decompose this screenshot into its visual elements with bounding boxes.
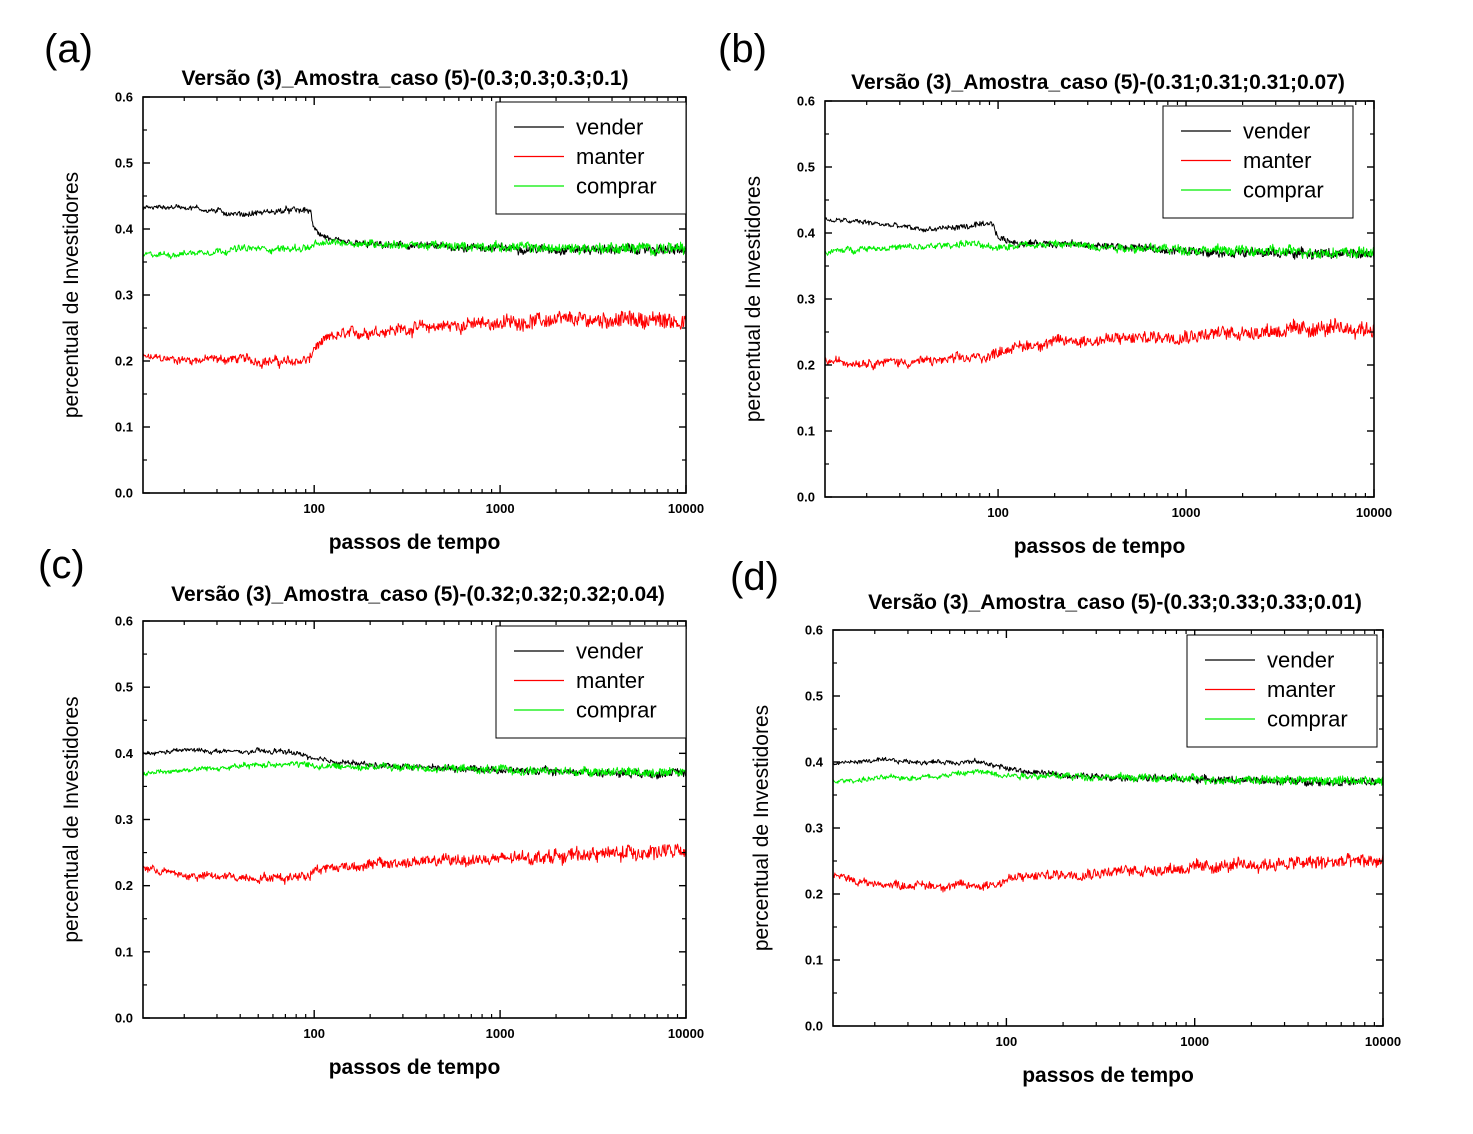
y-tick-label: 0.1 — [115, 420, 133, 435]
series-group — [143, 204, 686, 369]
y-tick-label: 0.0 — [115, 486, 133, 501]
y-tick-label: 0.6 — [805, 623, 823, 638]
y-tick-label: 0.5 — [797, 160, 815, 175]
legend-label: manter — [576, 144, 644, 169]
x-tick-label: 1000 — [1180, 1034, 1209, 1049]
y-tick-label: 0.4 — [797, 226, 816, 241]
panel-label: (c) — [38, 543, 85, 587]
legend-label: vender — [1267, 648, 1334, 673]
chart-title: Versão (3)_Amostra_caso (5)-(0.32;0.32;0… — [171, 583, 665, 606]
y-tick-label: 0.5 — [115, 156, 133, 171]
chart-panel: (a) Versão (3)_Amostra_caso (5)-(0.3;0.3;… — [44, 27, 704, 554]
legend-label: manter — [1243, 148, 1311, 173]
panel-label: (b) — [718, 27, 767, 71]
y-tick-label: 0.1 — [115, 944, 133, 959]
x-axis-title: passos de tempo — [1014, 535, 1186, 558]
y-tick-label: 0.3 — [797, 292, 815, 307]
y-tick-label: 0.2 — [115, 354, 133, 369]
legend-label: manter — [576, 668, 644, 693]
series-line-comprar — [825, 239, 1374, 259]
y-axis-title: percentual de Investidores — [60, 172, 83, 418]
x-tick-label: 100 — [303, 501, 325, 516]
series-line-manter — [833, 853, 1383, 893]
x-tick-label: 10000 — [668, 501, 704, 516]
x-tick-label: 100 — [996, 1034, 1018, 1049]
legend-label: comprar — [1243, 178, 1324, 203]
legend-box — [1186, 634, 1378, 748]
y-tick-label: 0.2 — [115, 878, 133, 893]
legend: vender manter comprar — [495, 625, 687, 739]
y-tick-label: 0.3 — [805, 821, 823, 836]
y-tick-label: 0.0 — [797, 490, 815, 505]
legend: vender manter comprar — [1186, 634, 1378, 748]
x-tick-label: 10000 — [1356, 505, 1392, 520]
series-line-comprar — [833, 768, 1383, 787]
series-group — [143, 747, 686, 885]
legend-box — [1162, 105, 1354, 219]
x-tick-label: 10000 — [668, 1026, 704, 1041]
legend: vender manter comprar — [1162, 105, 1354, 219]
panel-label: (d) — [730, 555, 779, 599]
y-tick-label: 0.1 — [797, 424, 815, 439]
series-group — [825, 217, 1374, 371]
x-axis-title: passos de tempo — [329, 531, 501, 554]
chart-title: Versão (3)_Amostra_caso (5)-(0.33;0.33;0… — [868, 591, 1362, 614]
y-axis-title: percentual de Investidores — [750, 705, 773, 951]
chart-panel: (b) Versão (3)_Amostra_caso (5)-(0.31;0.3… — [718, 27, 1392, 558]
chart-title: Versão (3)_Amostra_caso (5)-(0.3;0.3;0.3… — [181, 67, 628, 90]
legend-label: manter — [1267, 677, 1335, 702]
y-tick-label: 0.4 — [805, 755, 824, 770]
y-axis-title: percentual de Investidores — [742, 176, 765, 422]
y-tick-label: 0.2 — [797, 358, 815, 373]
legend-box — [495, 625, 687, 739]
series-line-vender — [833, 756, 1383, 787]
legend-box — [495, 101, 687, 215]
chart-title: Versão (3)_Amostra_caso (5)-(0.31;0.31;0… — [851, 71, 1345, 94]
panel-label: (a) — [44, 27, 93, 71]
y-tick-label: 0.5 — [805, 689, 823, 704]
x-tick-label: 1000 — [486, 501, 515, 516]
series-line-comprar — [143, 238, 686, 260]
y-tick-label: 0.6 — [115, 90, 133, 105]
series-group — [833, 756, 1383, 893]
x-axis-title: passos de tempo — [1022, 1064, 1194, 1087]
y-tick-label: 0.4 — [115, 222, 134, 237]
y-tick-label: 0.0 — [115, 1011, 133, 1026]
y-tick-label: 0.6 — [797, 94, 815, 109]
y-tick-label: 0.2 — [805, 887, 823, 902]
legend-label: comprar — [1267, 707, 1348, 732]
x-tick-label: 1000 — [486, 1026, 515, 1041]
legend: vender manter comprar — [495, 101, 687, 215]
legend-label: comprar — [576, 174, 657, 199]
y-tick-label: 0.1 — [805, 953, 823, 968]
x-tick-label: 100 — [303, 1026, 325, 1041]
x-axis-title: passos de tempo — [329, 1056, 501, 1079]
y-axis-title: percentual de Investidores — [60, 696, 83, 942]
legend-label: comprar — [576, 698, 657, 723]
series-line-vender — [825, 217, 1374, 260]
y-tick-label: 0.4 — [115, 746, 134, 761]
y-tick-label: 0.3 — [115, 288, 133, 303]
x-tick-label: 10000 — [1365, 1034, 1401, 1049]
y-tick-label: 0.6 — [115, 614, 133, 629]
y-tick-label: 0.0 — [805, 1019, 823, 1034]
legend-label: vender — [576, 115, 643, 140]
series-line-comprar — [143, 760, 686, 778]
series-line-manter — [825, 317, 1374, 371]
series-line-manter — [143, 310, 686, 369]
x-tick-label: 1000 — [1172, 505, 1201, 520]
chart-panel: (d) Versão (3)_Amostra_caso (5)-(0.33;0.3… — [730, 555, 1401, 1087]
series-line-manter — [143, 843, 686, 885]
y-tick-label: 0.5 — [115, 680, 133, 695]
legend-label: vender — [1243, 119, 1310, 144]
x-tick-label: 100 — [987, 505, 1009, 520]
legend-label: vender — [576, 639, 643, 664]
chart-panel: (c) Versão (3)_Amostra_caso (5)-(0.32;0.3… — [38, 543, 704, 1079]
y-tick-label: 0.3 — [115, 812, 133, 827]
